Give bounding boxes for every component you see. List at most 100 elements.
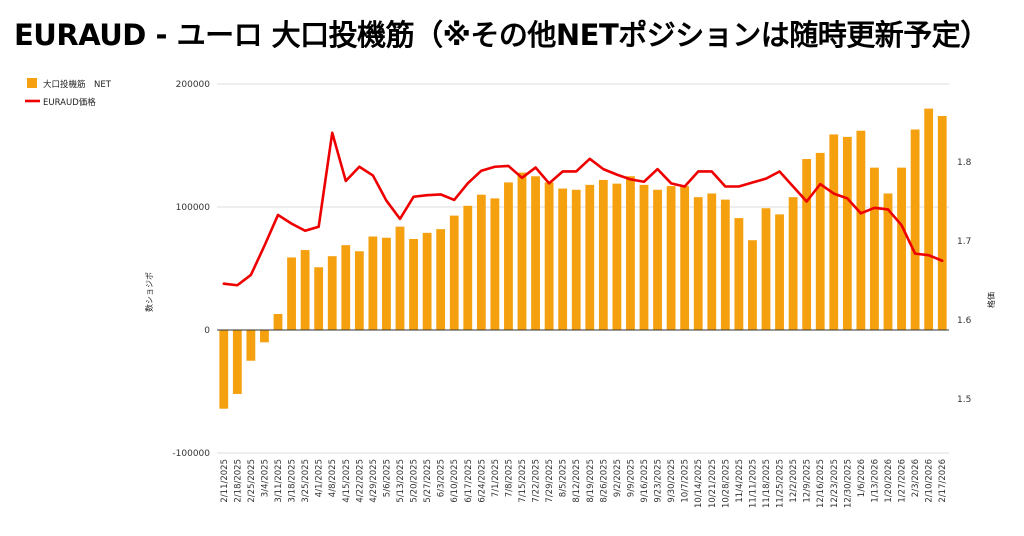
bar: [504, 182, 513, 330]
x-tick-label: 7/8/2025: [504, 459, 514, 497]
bar: [327, 256, 337, 330]
x-tick-label: 6/10/2025: [450, 459, 460, 503]
x-tick-label: 7/1/2025: [491, 459, 501, 497]
x-tick-label: 11/4/2025: [735, 459, 745, 503]
bar: [720, 199, 730, 330]
legend-label-bar: 大口投機筋 NET: [43, 79, 112, 90]
bar: [653, 189, 662, 330]
x-tick-label: 2/11/2025: [220, 459, 230, 503]
x-tick-label: 12/23/2025: [830, 459, 840, 508]
bar: [612, 183, 622, 330]
bar: [802, 159, 812, 330]
x-tick-label: 9/2/2025: [613, 459, 623, 497]
bar: [815, 152, 825, 330]
bar: [409, 238, 418, 330]
bar: [287, 257, 296, 330]
bar: [598, 179, 608, 330]
bar: [585, 184, 595, 330]
x-tick-label: 4/15/2025: [342, 459, 352, 503]
bar: [558, 188, 568, 330]
bar: [219, 330, 229, 409]
bar: [856, 130, 866, 330]
bar: [531, 176, 540, 330]
bar: [463, 205, 473, 330]
x-tick-label: 1/27/2026: [898, 459, 908, 503]
x-tick-label: 4/22/2025: [355, 459, 365, 503]
legend-swatch-bar: [27, 78, 37, 88]
x-tick-label: 9/16/2025: [640, 459, 650, 503]
bar: [639, 184, 649, 330]
x-tick-label: 12/16/2025: [816, 459, 826, 508]
x-tick-label: 11/25/2025: [776, 459, 786, 508]
x-tick-label: 6/24/2025: [477, 459, 487, 503]
bar: [788, 197, 798, 330]
bar: [273, 314, 283, 330]
chart-title: EURAUD - ユーロ 大口投機筋（※その他NETポジションは随時更新予定）: [14, 18, 989, 52]
bar: [883, 193, 893, 330]
x-tick-label: 12/9/2025: [803, 459, 813, 503]
x-tick-label: 3/18/2025: [288, 459, 298, 503]
x-tick-label: 3/11/2025: [274, 459, 284, 503]
bar: [544, 182, 554, 330]
x-tick-label: 4/8/2025: [328, 459, 338, 497]
x-tick-label: 1/13/2026: [870, 459, 880, 503]
bar: [937, 115, 947, 330]
x-tick-label: 9/23/2025: [654, 459, 664, 503]
bar: [368, 236, 378, 330]
x-tick-label: 6/17/2025: [464, 459, 474, 503]
x-tick-label: 12/30/2025: [843, 459, 853, 508]
x-tick-label: 11/11/2025: [748, 459, 758, 508]
y-right-tick-label: 1.6: [957, 316, 972, 326]
y-left-tick-label: 100000: [176, 203, 211, 213]
bar: [829, 134, 839, 330]
y-right-tick-label: 1.5: [957, 395, 971, 405]
bar: [436, 229, 446, 330]
x-tick-label: 12/2/2025: [789, 459, 799, 503]
x-tick-label: 4/29/2025: [369, 459, 379, 503]
bar: [232, 330, 242, 394]
x-tick-label: 2/17/2026: [938, 459, 948, 503]
bar: [476, 194, 486, 330]
bar: [300, 250, 310, 330]
bar: [395, 226, 405, 330]
euraud-price-line: [222, 131, 944, 287]
bar: [897, 167, 906, 330]
bar: [761, 208, 771, 330]
x-tick-label: 7/29/2025: [545, 459, 555, 503]
bar: [707, 193, 717, 330]
legend-label-line: EURAUD価格: [43, 97, 96, 108]
bar: [341, 245, 351, 330]
x-tick-label: 3/25/2025: [301, 459, 311, 503]
x-tick-label: 5/6/2025: [382, 459, 392, 497]
bar: [734, 218, 744, 330]
bar: [924, 108, 934, 330]
x-tick-label: 5/20/2025: [410, 459, 420, 503]
y-right-tick-label: 1.7: [957, 237, 971, 247]
bar: [870, 167, 879, 330]
x-tick-label: 2/3/2026: [911, 459, 921, 497]
x-tick-label: 8/5/2025: [559, 459, 569, 497]
x-tick-label: 11/18/2025: [762, 459, 772, 508]
bar: [517, 172, 527, 330]
bar: [626, 176, 635, 330]
x-tick-label: 9/30/2025: [667, 459, 677, 503]
y-left-tick-label: -100000: [172, 449, 210, 459]
x-tick-label: 2/25/2025: [247, 459, 257, 503]
x-tick-label: 7/22/2025: [532, 459, 542, 503]
bar: [748, 240, 757, 330]
bar: [693, 197, 703, 330]
y-right-tick-label: 1.8: [957, 158, 972, 168]
bar: [490, 198, 500, 330]
bar: [246, 330, 256, 361]
bar: [775, 214, 784, 330]
x-tick-label: 1/20/2026: [884, 459, 894, 503]
x-tick-label: 10/14/2025: [694, 459, 704, 508]
x-tick-label: 8/19/2025: [586, 459, 596, 503]
x-tick-label: 6/3/2025: [437, 459, 447, 497]
x-tick-label: 4/1/2025: [315, 459, 325, 497]
bar: [666, 186, 676, 330]
bar: [680, 186, 690, 330]
x-tick-label: 10/7/2025: [681, 459, 691, 503]
x-tick-label: 10/28/2025: [721, 459, 731, 508]
y-left-tick-label: 0: [204, 326, 210, 336]
